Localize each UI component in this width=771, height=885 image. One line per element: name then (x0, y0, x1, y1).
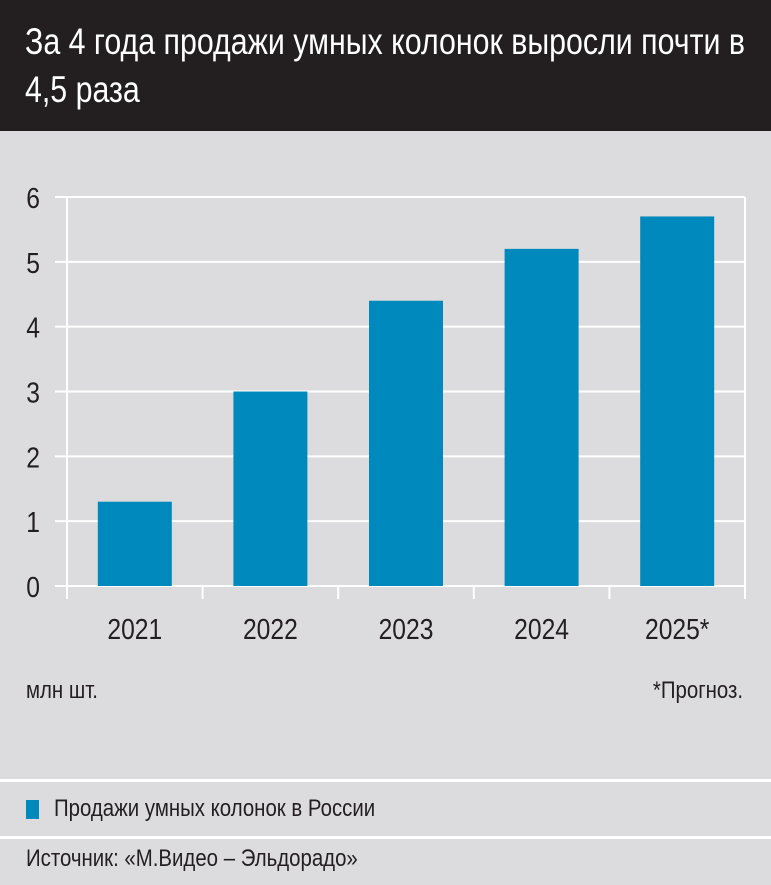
unit-label: млн шт. (26, 677, 98, 704)
bar-2024 (504, 248, 579, 586)
forecast-footnote: *Прогноз. (652, 677, 743, 704)
bar-chart: 0 1 2 3 4 5 6 2021 2022 2023 2024 2025* (26, 182, 746, 645)
legend-swatch (26, 799, 39, 819)
title-bar: За 4 года продажи умных колонок выросли … (0, 0, 771, 131)
y-tick-label: 2 (26, 441, 40, 473)
divider (0, 836, 771, 839)
y-tick-label: 5 (26, 247, 40, 279)
y-tick-label: 4 (26, 312, 40, 344)
source-note: Источник: «М.Видео – Эльдорадо» (26, 845, 358, 872)
x-tick-label: 2022 (243, 613, 298, 645)
x-tick-label: 2024 (514, 613, 569, 645)
y-tick-label: 3 (26, 377, 40, 409)
bar-2025* (640, 216, 715, 586)
bar-2021 (97, 501, 172, 586)
x-tick-label: 2025* (645, 613, 710, 645)
x-tick-label: 2023 (379, 613, 434, 645)
legend-label: Продажи умных колонок в России (54, 795, 376, 822)
x-tick-label: 2021 (107, 613, 162, 645)
y-tick-label: 0 (26, 571, 40, 603)
chart-title: За 4 года продажи умных колонок выросли … (25, 21, 745, 110)
y-tick-label: 1 (26, 506, 40, 538)
divider (0, 779, 771, 782)
bar-2023 (369, 300, 443, 586)
y-tick-label: 6 (26, 182, 40, 214)
bar-2022 (233, 391, 308, 586)
legend: Продажи умных колонок в России (26, 795, 432, 823)
